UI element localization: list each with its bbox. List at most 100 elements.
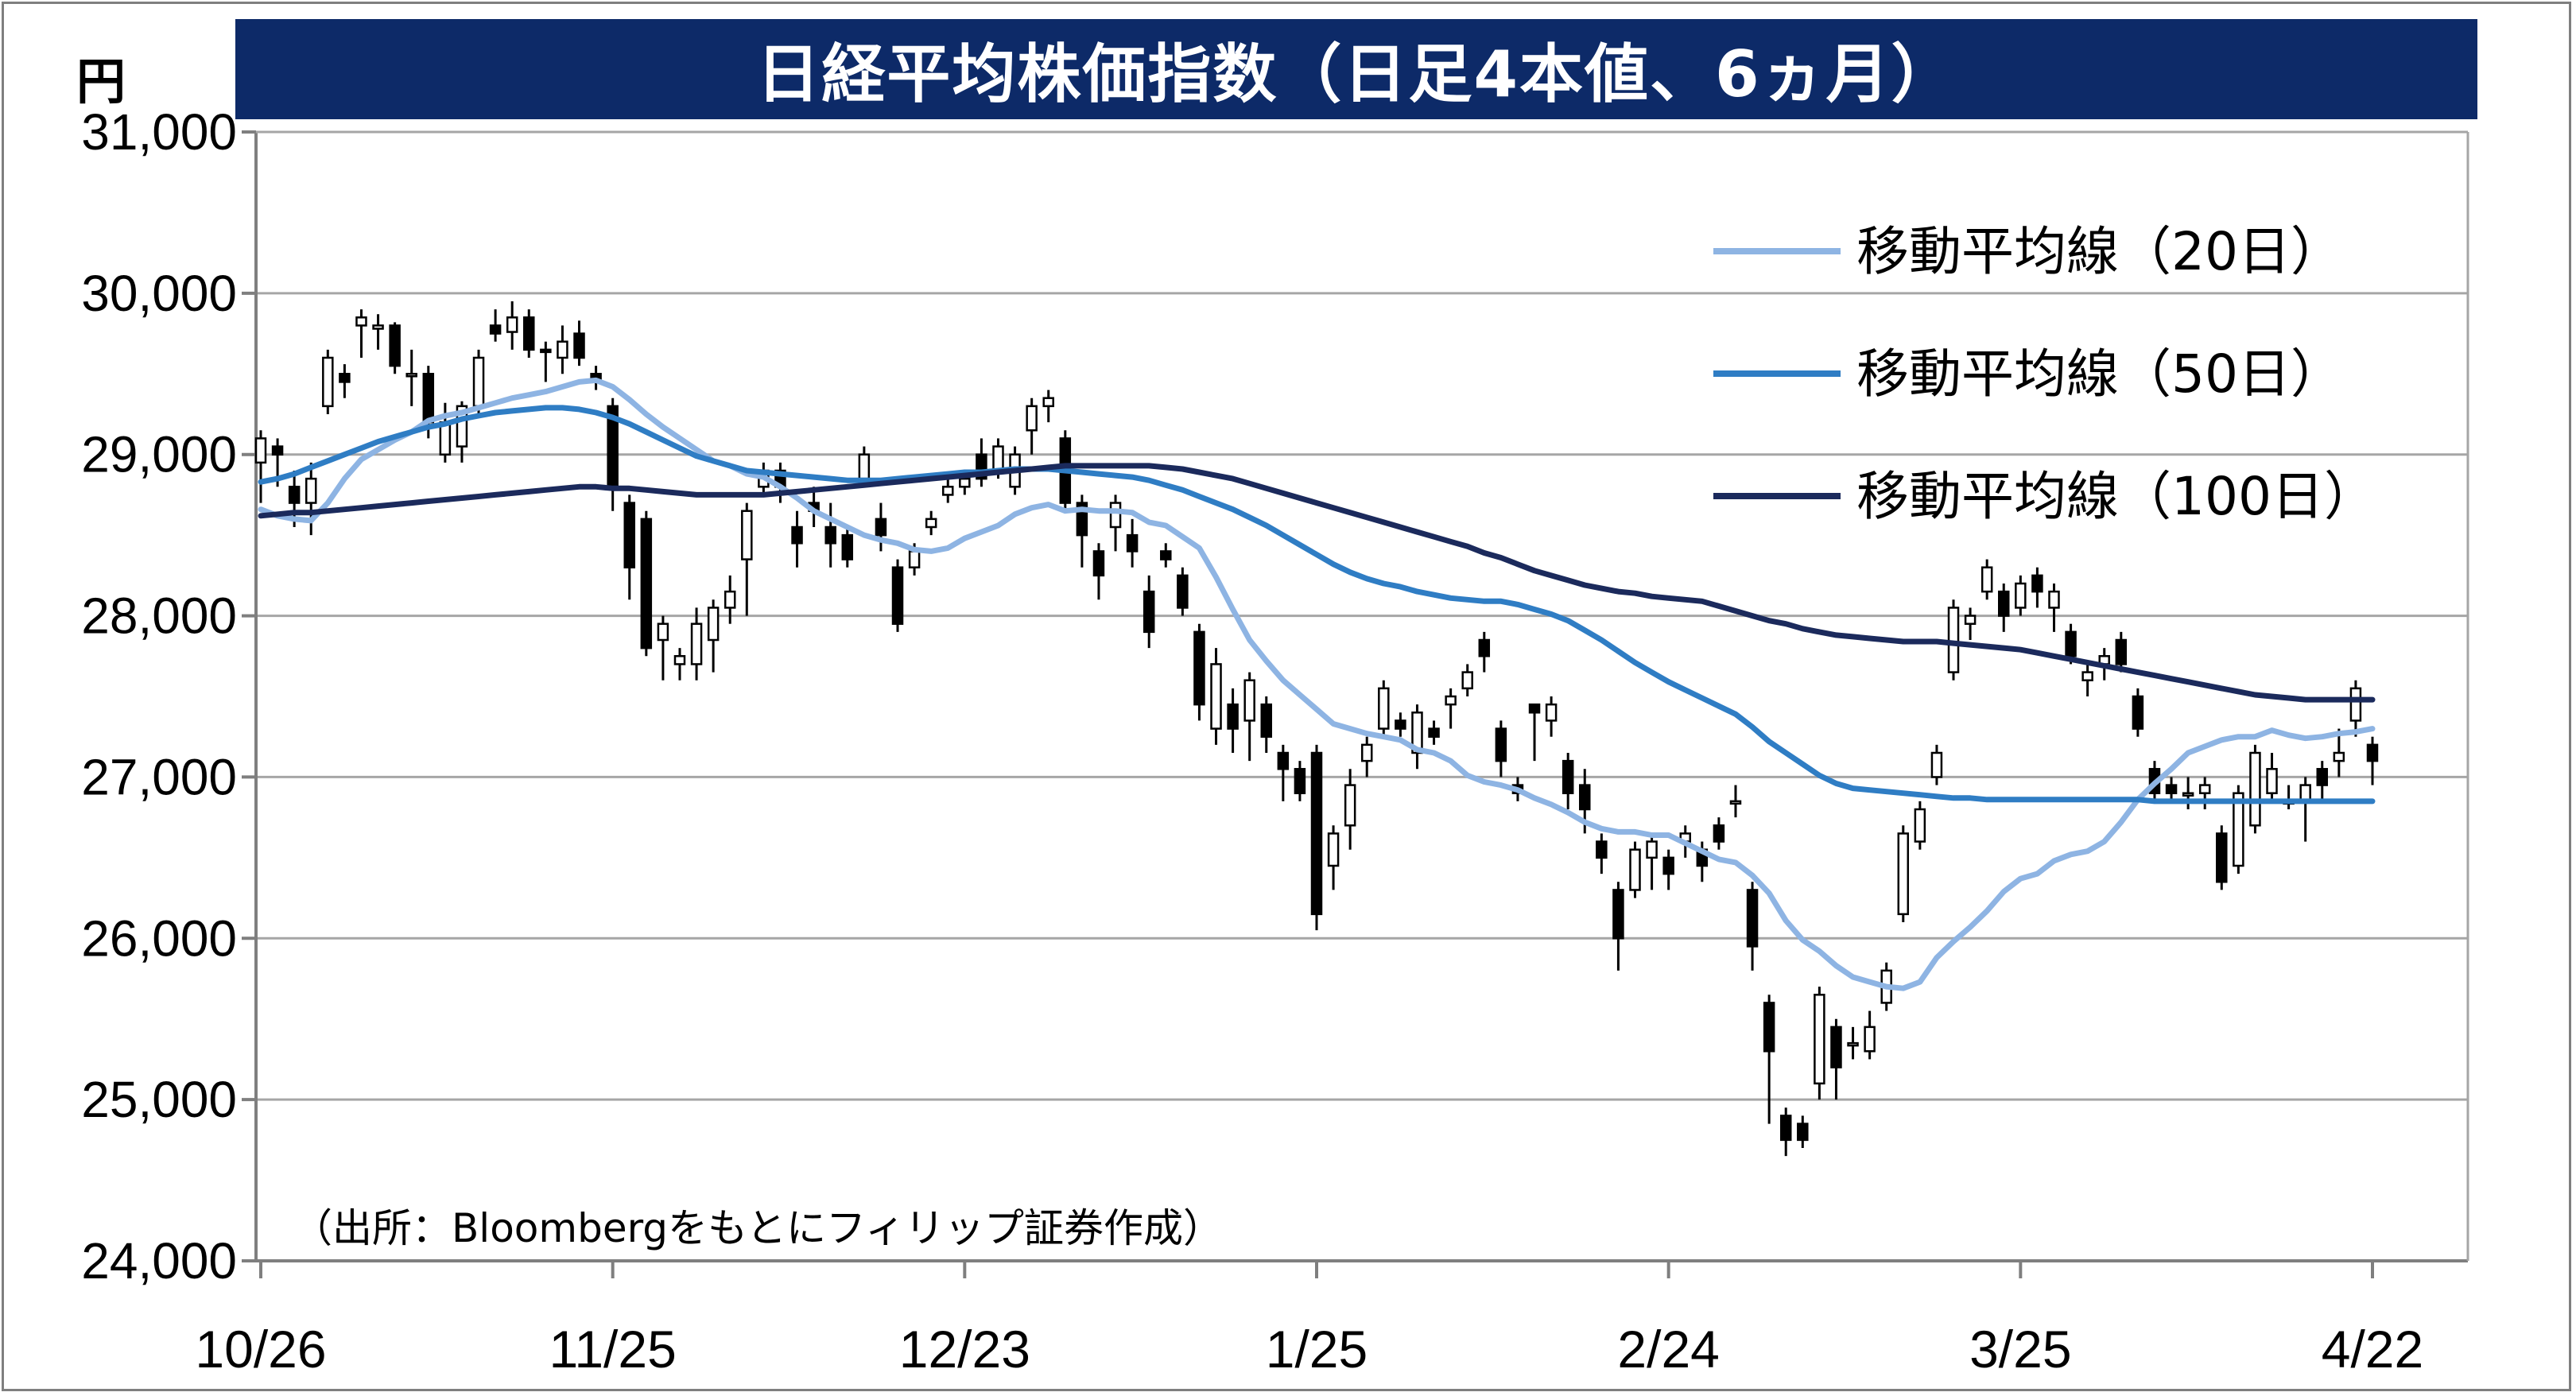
x-tick-label: 11/25	[549, 1320, 677, 1379]
candle-down	[288, 486, 301, 504]
candle-down	[1143, 590, 1155, 634]
y-tick-label: 28,000	[81, 587, 237, 645]
candle-up	[1344, 784, 1356, 827]
legend-label: 移動平均線（20日）	[1856, 221, 2343, 282]
ma50-line	[258, 405, 2376, 805]
candle-up	[506, 316, 518, 333]
candle-down	[1177, 574, 1189, 609]
x-tick-label: 10/26	[195, 1320, 326, 1379]
candle-down	[1713, 824, 1725, 843]
candle-up	[2349, 687, 2362, 722]
candle-up	[1914, 808, 1926, 843]
candle-down	[1277, 751, 1290, 770]
candle-down	[2165, 784, 2178, 794]
candle-down	[1662, 856, 1674, 875]
candle-up	[1243, 679, 1255, 722]
candle-up	[1109, 502, 1122, 529]
candle-up	[2198, 784, 2211, 794]
candle-down	[2115, 638, 2128, 665]
candle-down	[523, 316, 535, 351]
y-tick-label: 26,000	[81, 909, 237, 967]
candle-up	[1026, 405, 1038, 432]
candle-up	[1964, 615, 1977, 625]
y-tick-label: 31,000	[81, 103, 237, 161]
candle-down	[573, 332, 585, 359]
candle-down	[841, 533, 854, 560]
candles	[254, 301, 2379, 1157]
moving-average-lines	[258, 377, 2376, 991]
candle-up	[724, 590, 736, 609]
candle-up	[1461, 671, 1473, 690]
candle-up	[2233, 792, 2244, 867]
candle-down	[875, 518, 887, 537]
candle-up	[1210, 663, 1222, 730]
candle-down	[339, 373, 351, 383]
y-axis-unit-label: 円	[76, 52, 126, 111]
candle-up	[741, 510, 753, 560]
ma20-line	[258, 377, 2376, 991]
candle-down	[2366, 743, 2379, 762]
candle-down	[1562, 759, 1574, 794]
candle-up	[405, 373, 417, 378]
y-tick-label: 27,000	[81, 748, 237, 805]
candle-up	[2266, 768, 2278, 794]
candle-down	[2132, 695, 2144, 730]
candle-up	[254, 437, 267, 464]
candle-down	[1227, 703, 1239, 730]
candle-down	[2216, 832, 2228, 883]
candle-up	[322, 356, 334, 408]
candle-up	[557, 340, 568, 359]
candle-up	[690, 622, 703, 665]
candle-down	[2065, 630, 2077, 657]
x-tick-label: 3/25	[1969, 1320, 2071, 1379]
candle-down	[1612, 889, 1624, 940]
candle-up	[1897, 832, 1910, 916]
candle-down	[1763, 1002, 1775, 1053]
candle-down	[2031, 574, 2043, 593]
legend-label: 移動平均線（50日）	[1856, 343, 2343, 405]
candle-up	[942, 486, 954, 496]
ma100-line	[258, 463, 2376, 703]
candle-up	[1042, 397, 1054, 408]
candle-down	[489, 324, 502, 335]
candle-up	[925, 518, 937, 529]
candle-up	[858, 453, 871, 480]
candle-down	[891, 566, 904, 625]
candle-up	[2333, 751, 2345, 762]
candle-up	[673, 655, 686, 665]
candle-down	[1579, 784, 1591, 811]
axes: 31,000 30,000 29,000 28,000 27,000 26,000 25,0…	[81, 103, 2469, 1379]
candle-up	[372, 324, 384, 330]
candle-up	[1445, 695, 1457, 706]
candle-down	[623, 502, 635, 568]
candle-up	[1360, 743, 1373, 762]
candle-up	[2048, 590, 2060, 609]
candle-up	[1646, 840, 1658, 859]
candle-up	[1327, 832, 1340, 867]
x-tick-label: 2/24	[1617, 1320, 1719, 1379]
candle-down	[1998, 590, 2010, 617]
candle-down	[791, 525, 803, 545]
candle-down	[1395, 719, 1406, 730]
candle-down	[2316, 768, 2329, 786]
candle-up	[355, 316, 367, 327]
candle-down	[389, 324, 401, 367]
candle-up	[2015, 582, 2027, 609]
candle-down	[1746, 889, 1759, 948]
candle-down	[1193, 630, 1205, 706]
candle-up	[959, 477, 971, 488]
candle-down	[1092, 550, 1105, 577]
source-note: （出所：Bloombergをもとにフィリップ証券作成）	[293, 1205, 1223, 1251]
candle-up	[1980, 566, 1993, 593]
y-tick-label: 29,000	[81, 426, 237, 483]
candle-up	[992, 445, 1004, 472]
x-tick-label: 4/22	[2322, 1320, 2423, 1379]
candle-down	[1779, 1115, 1792, 1142]
candle-down	[1495, 727, 1507, 762]
candle-down	[540, 348, 552, 354]
legend: 移動平均線（20日） 移動平均線（50日） 移動平均線（100日）	[1713, 221, 2376, 527]
candle-up	[2182, 792, 2194, 797]
candle-down	[1428, 727, 1440, 738]
